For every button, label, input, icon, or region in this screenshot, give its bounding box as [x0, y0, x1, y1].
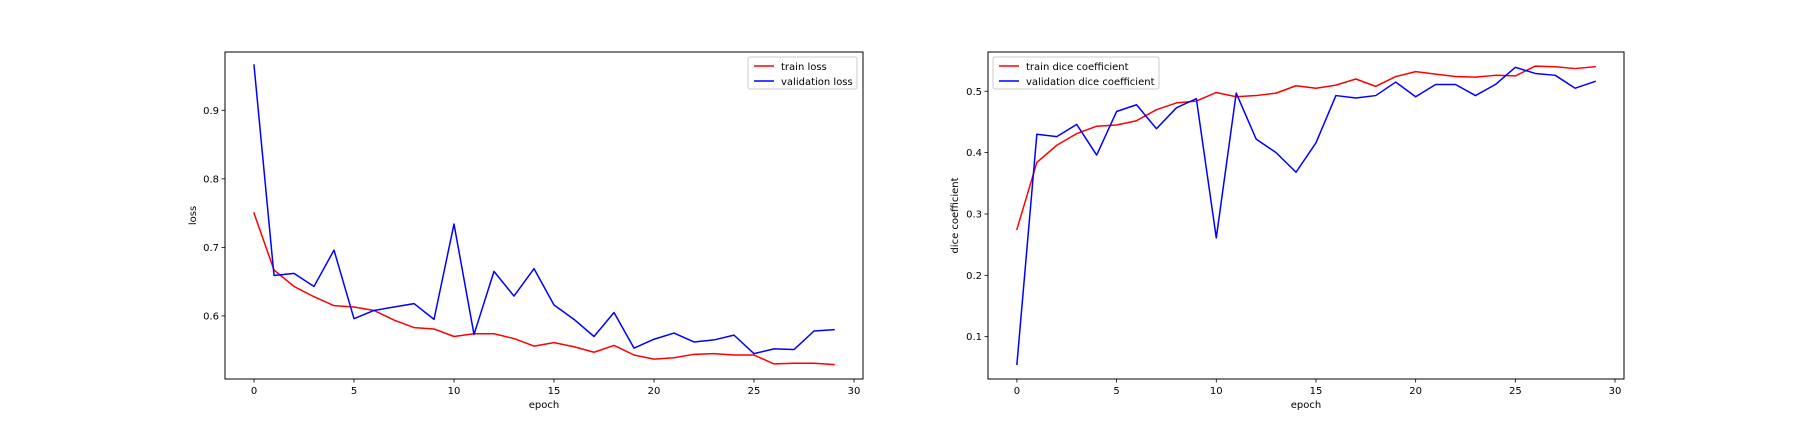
loss-x-tick-label-15: 15	[548, 386, 561, 397]
loss-x-axis-label: epoch	[529, 400, 559, 411]
loss-x-tick-label-25: 25	[748, 386, 761, 397]
dice-x-tick-label-0: 0	[1014, 386, 1020, 397]
dice-y-tick-label-0-3: 0.3	[966, 209, 982, 220]
dice-axes-frame	[987, 51, 1625, 380]
loss-y-axis-label: loss	[188, 206, 199, 225]
loss-axes-frame	[224, 51, 864, 380]
dice-legend: train dice coefficient validation dice c…	[992, 56, 1160, 90]
dice-x-tick-label-15: 15	[1310, 386, 1323, 397]
loss-chart: 0 5 10 15 20 25 30 0.6 0.7 0.8 0.9 epoch loss trai…	[188, 51, 864, 411]
legend-label-train-loss: train loss	[781, 62, 827, 73]
dice-x-tick-label-25: 25	[1509, 386, 1522, 397]
series-line-validation-dice-coefficient	[1016, 66, 1597, 366]
loss-ticks: 0 5 10 15 20 25 30 0.6 0.7 0.8 0.9	[203, 106, 860, 397]
dice-y-tick-label-0-4: 0.4	[966, 148, 982, 159]
dice-legend-box	[992, 56, 1160, 90]
dice-y-tick-label-0-1: 0.1	[966, 332, 982, 343]
dice-x-tick-label-10: 10	[1210, 386, 1223, 397]
series-line-train-dice-coefficient	[1015, 65, 1596, 231]
loss-plot-lines	[253, 64, 835, 366]
loss-x-tick-label-5: 5	[351, 386, 357, 397]
loss-legend: train loss validation loss	[747, 56, 858, 90]
dice-coefficient-chart: 0 5 10 15 20 25 30 0.1 0.2 0.3 0.4 0.5 epoch dice c…	[950, 51, 1625, 411]
loss-y-tick-label-0-8: 0.8	[203, 174, 219, 185]
loss-y-tick-label-0-9: 0.9	[203, 106, 219, 117]
dice-x-tick-label-5: 5	[1113, 386, 1119, 397]
dice-x-tick-label-20: 20	[1409, 386, 1422, 397]
series-line-validation-loss	[253, 64, 835, 355]
dice-x-axis-label: epoch	[1291, 400, 1321, 411]
legend-label-validation-dice: validation dice coefficient	[1026, 77, 1155, 88]
loss-x-tick-label-0: 0	[251, 386, 257, 397]
dice-y-axis-label: dice coefficient	[950, 177, 961, 253]
legend-label-train-dice: train dice coefficient	[1026, 62, 1129, 73]
loss-y-tick-label-0-6: 0.6	[203, 311, 219, 322]
loss-x-tick-label-30: 30	[848, 386, 861, 397]
loss-legend-box	[747, 56, 858, 90]
dice-y-tick-label-0-5: 0.5	[966, 87, 982, 98]
loss-x-tick-label-20: 20	[648, 386, 661, 397]
legend-label-validation-loss: validation loss	[781, 77, 853, 88]
dice-y-tick-label-0-2: 0.2	[966, 271, 982, 282]
dice-plot-lines	[1015, 65, 1597, 366]
dice-ticks: 0 5 10 15 20 25 30 0.1 0.2 0.3 0.4 0.5	[966, 87, 1621, 397]
loss-y-tick-label-0-7: 0.7	[203, 243, 219, 254]
dice-x-tick-label-30: 30	[1609, 386, 1622, 397]
loss-x-tick-label-10: 10	[448, 386, 461, 397]
